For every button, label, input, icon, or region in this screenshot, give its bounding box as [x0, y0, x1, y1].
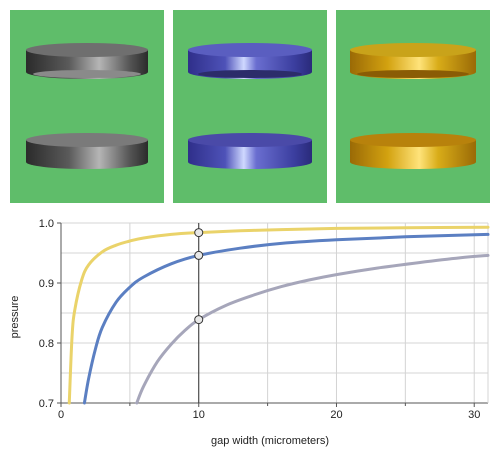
gold-rings-illustration — [350, 43, 476, 169]
blue-rings-illustration — [188, 43, 312, 169]
chart-grid — [60, 222, 489, 404]
y-tick-label: 0.7 — [39, 398, 54, 410]
chart-series — [67, 225, 490, 405]
steel-rings-illustration — [26, 43, 148, 169]
chart-markers — [194, 228, 204, 325]
pressure-gap-chart: 0 10 20 30 0.7 0.8 0.9 1.0 gap width (micromete… — [9, 218, 490, 447]
material-panel-blue — [173, 10, 327, 203]
steel-ring-bottom — [26, 133, 148, 169]
data-marker-3 — [194, 315, 204, 325]
material-panel-steel — [10, 10, 164, 203]
y-axis-label: pressure — [9, 296, 21, 339]
series-line-1 — [67, 225, 490, 405]
x-tick-label: 20 — [330, 409, 342, 421]
y-tick-label: 0.9 — [39, 278, 54, 290]
series-line-2 — [82, 232, 490, 405]
blue-ring-bottom — [188, 133, 312, 169]
blue-ring-top — [188, 43, 312, 79]
data-marker-1 — [194, 228, 204, 238]
y-tick-label: 1.0 — [39, 218, 54, 230]
x-tick-label: 0 — [58, 409, 64, 421]
x-tick-label: 10 — [193, 409, 205, 421]
steel-ring-top — [26, 43, 148, 79]
data-marker-2 — [194, 250, 204, 260]
x-tick-label: 30 — [468, 409, 480, 421]
gold-ring-bottom — [350, 133, 476, 169]
chart-ticks: 0 10 20 30 0.7 0.8 0.9 1.0 — [39, 218, 481, 421]
x-axis-label: gap width (micrometers) — [211, 435, 329, 447]
y-tick-label: 0.8 — [39, 338, 54, 350]
gold-ring-top — [350, 43, 476, 79]
series-line-3 — [135, 253, 490, 405]
material-panel-gold — [336, 10, 490, 203]
